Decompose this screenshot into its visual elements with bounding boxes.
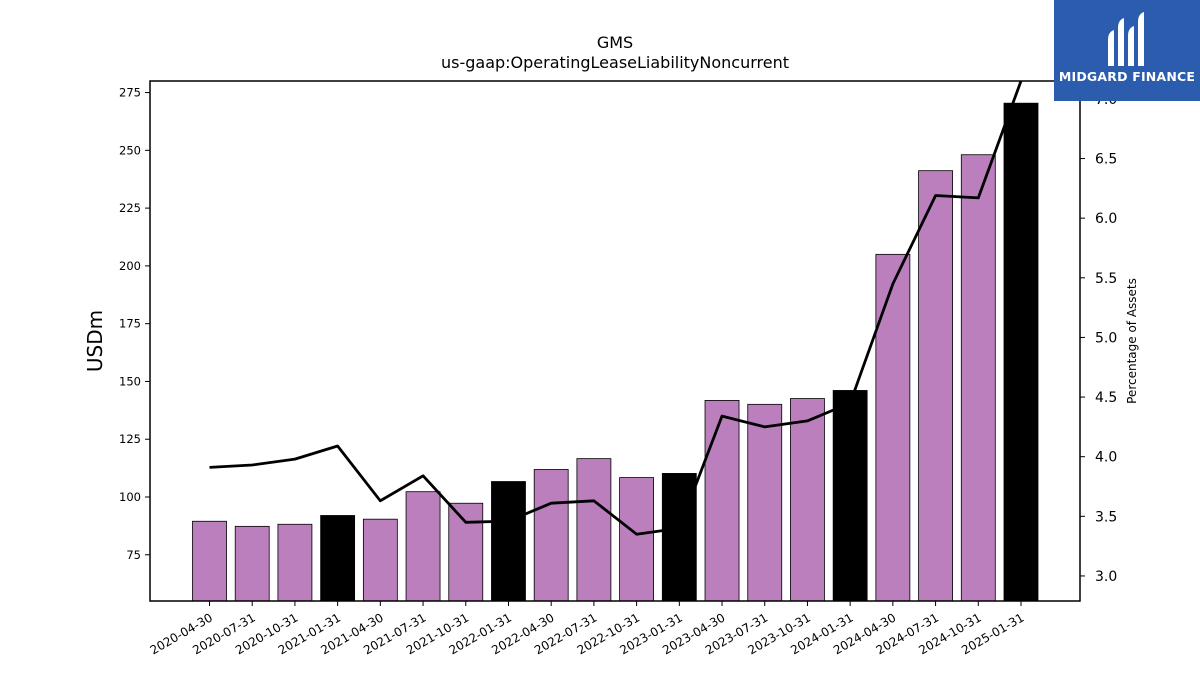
- y-tick-label: 250: [119, 143, 141, 157]
- y-tick-label: 275: [119, 86, 141, 100]
- bar-2023-04-30: [704, 399, 740, 602]
- chart-title: GMS: [597, 33, 633, 52]
- bar-2021-10-31: [448, 502, 484, 602]
- bar-2022-01-31: [491, 481, 526, 602]
- bar-2024-10-31: [960, 154, 996, 602]
- plot-frame: [149, 80, 1081, 602]
- brand-name: MIDGARD FINANCE: [1058, 69, 1196, 84]
- bar-2023-01-31: [661, 473, 697, 602]
- y2-tick-label: 3.5: [1095, 509, 1117, 525]
- y-tick-label: 125: [119, 432, 141, 446]
- bar-2024-01-31: [832, 390, 868, 602]
- y2-tick-label: 6.5: [1095, 152, 1117, 168]
- y-tick-label: 225: [119, 201, 141, 215]
- bar-2024-04-30: [875, 253, 911, 602]
- bar-2023-07-31: [747, 403, 783, 602]
- line-layer: [209, 81, 1023, 536]
- bar-2021-04-30: [362, 518, 398, 602]
- x-axis: 2020-04-302020-07-312020-10-312021-01-31…: [148, 601, 1027, 657]
- bar-2020-10-31: [277, 523, 313, 602]
- bar-2022-07-31: [576, 458, 612, 602]
- chart-subtitle: us-gaap:OperatingLeaseLiabilityNoncurren…: [441, 53, 789, 72]
- y-axis-label: USDm: [83, 310, 107, 372]
- y-axis: 75 100 125 150 175 200 225 250 275: [119, 86, 150, 562]
- bar-2023-10-31: [790, 398, 825, 602]
- bar-2022-10-31: [619, 477, 655, 602]
- y2-axis: 3.03.54.04.55.05.56.06.57.0: [1080, 92, 1117, 585]
- y2-axis-label: Percentage of Assets: [1125, 278, 1139, 404]
- bar-2020-07-31: [234, 525, 270, 602]
- midgard-logo-icon: [1108, 12, 1144, 66]
- y-tick-label: 75: [126, 548, 141, 562]
- bar-2022-04-30: [533, 469, 569, 602]
- bars: [192, 102, 1039, 602]
- bar-2024-07-31: [918, 170, 953, 602]
- bar-2021-01-31: [320, 515, 356, 602]
- bar-2020-04-30: [192, 520, 227, 602]
- bar-2021-07-31: [405, 491, 441, 602]
- brand-logo: MIDGARD FINANCE: [1054, 0, 1200, 101]
- y2-tick-label: 4.0: [1095, 450, 1117, 466]
- percentage-line: [209, 81, 1023, 536]
- y2-tick-label: 5.0: [1095, 330, 1117, 346]
- y-tick-label: 150: [119, 374, 141, 388]
- bar-2025-01-31: [1003, 102, 1039, 602]
- y-tick-label: 100: [119, 490, 141, 504]
- y2-tick-label: 4.5: [1095, 390, 1117, 406]
- y2-tick-label: 6.0: [1095, 211, 1117, 227]
- y-tick-label: 175: [119, 317, 141, 331]
- y2-tick-label: 5.5: [1095, 271, 1117, 287]
- y-tick-label: 200: [119, 259, 141, 273]
- y2-tick-label: 3.0: [1095, 569, 1117, 585]
